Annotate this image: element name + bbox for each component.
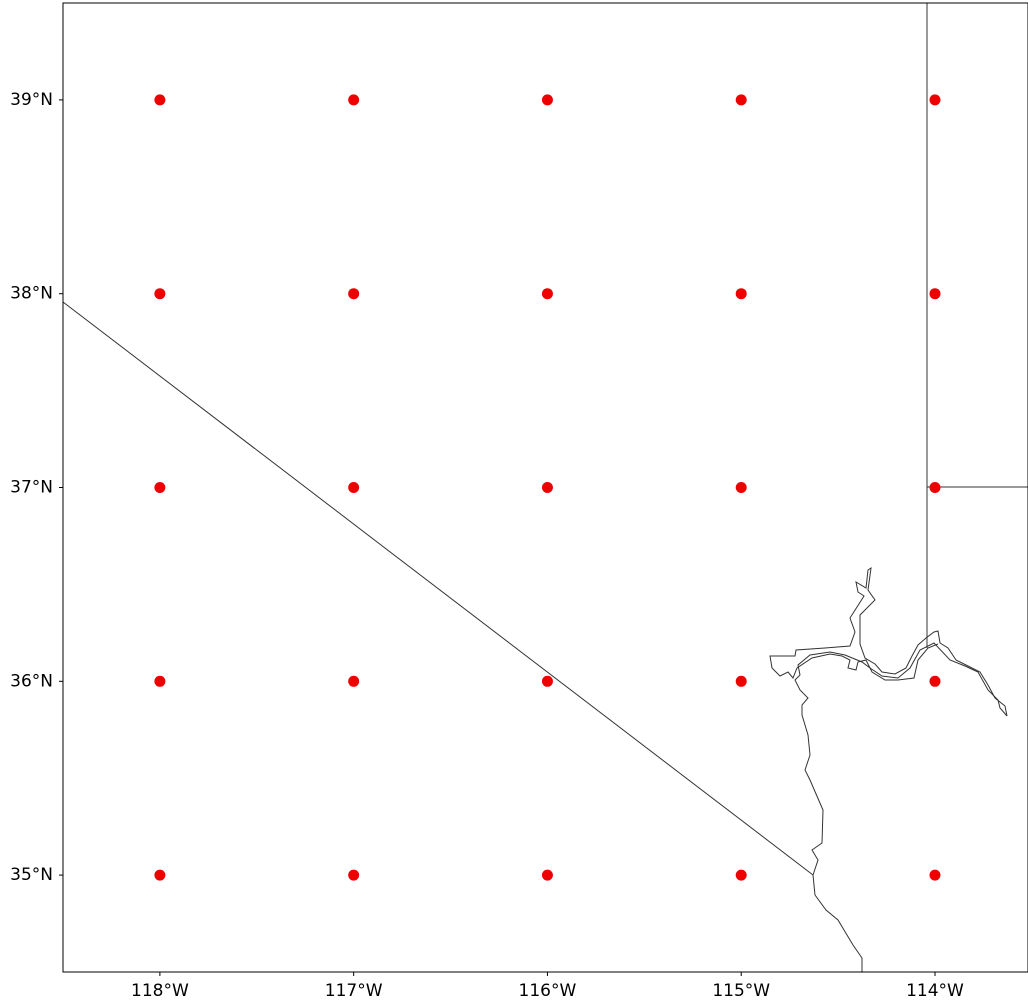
x-tick-label: 114°W [906,981,964,1001]
point [929,869,941,881]
point [929,288,941,300]
point [348,94,360,106]
point [348,869,360,881]
y-tick-label: 39°N [10,90,53,110]
point [541,94,553,106]
river [794,642,1008,972]
point [735,482,747,493]
lake [769,566,1008,717]
point [541,288,553,300]
point [735,288,747,300]
point [929,675,941,687]
point [154,869,166,881]
x-tick-label: 116°W [519,981,577,1001]
point [541,869,553,881]
point [348,482,360,493]
point [348,288,360,300]
y-tick-label: 38°N [10,284,53,304]
y-tick-label: 36°N [10,671,53,691]
point [154,675,166,687]
point [541,675,553,687]
x-tick-label: 118°W [131,981,189,1001]
state-border [62,301,814,876]
y-tick-label: 37°N [10,478,53,498]
x-tick-label: 115°W [712,981,770,1001]
point [929,482,941,493]
point [735,869,747,881]
point [735,94,747,106]
point [929,94,941,106]
point [154,288,166,300]
y-tick-label: 35°N [10,865,53,885]
point [735,675,747,687]
x-tick-label: 117°W [325,981,383,1001]
borders [62,3,1028,972]
point [154,482,166,493]
point [348,675,360,687]
point [541,482,553,493]
point [154,94,166,106]
